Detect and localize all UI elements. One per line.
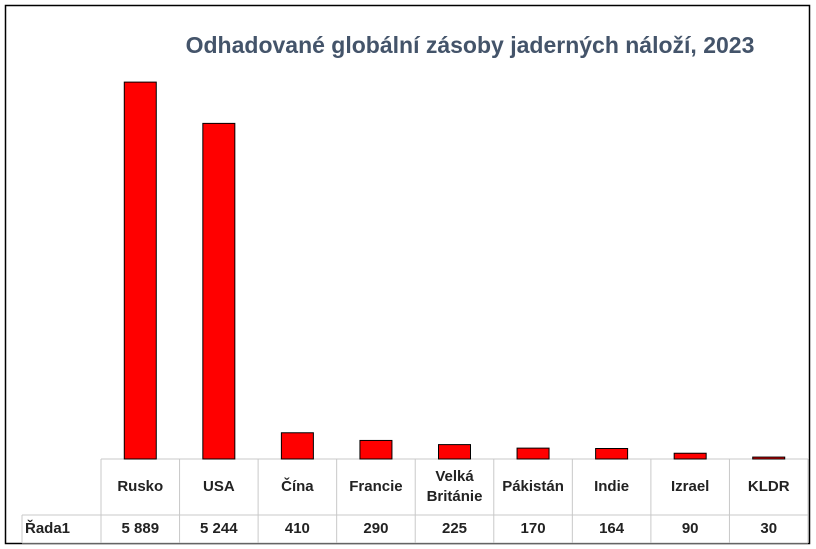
bar <box>752 456 786 460</box>
category-label: Čína <box>281 477 314 495</box>
category-label: KLDR <box>748 478 790 495</box>
bar <box>438 444 471 460</box>
bar <box>123 81 157 460</box>
value-label: 90 <box>682 520 699 537</box>
category-label: Indie <box>594 478 629 495</box>
category-label: Izrael <box>671 478 709 495</box>
bar <box>673 452 707 460</box>
bar <box>516 447 550 460</box>
value-label: 30 <box>760 520 777 537</box>
value-label: 5 244 <box>200 520 238 537</box>
value-label: 170 <box>521 520 546 537</box>
value-label: 225 <box>442 520 467 537</box>
value-label: 5 889 <box>122 520 160 537</box>
value-label: 164 <box>599 520 625 537</box>
bar <box>280 432 314 460</box>
value-label: 290 <box>363 520 388 537</box>
value-label: 410 <box>285 520 310 537</box>
category-label-line: Velká <box>435 468 474 485</box>
category-label: Velká Británie <box>427 468 483 505</box>
chart-title: Odhadované globální zásoby jaderných nál… <box>186 32 755 58</box>
category-label: Pákistán <box>502 478 564 495</box>
bar <box>359 439 393 460</box>
category-label: Rusko <box>117 478 163 495</box>
category-label: USA <box>203 478 235 495</box>
category-label: Francie <box>349 478 402 495</box>
bar <box>595 448 629 460</box>
category-label-line: Británie <box>427 488 483 505</box>
series-label: Řada1 <box>25 519 70 537</box>
bar <box>202 122 236 460</box>
